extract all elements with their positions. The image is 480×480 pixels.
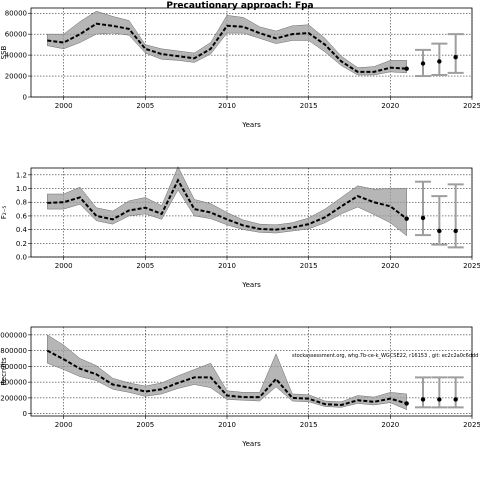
y-tick-label: 800000 bbox=[0, 347, 27, 355]
y-tick-label: 0.2 bbox=[16, 240, 27, 248]
x-axis-title: Years bbox=[241, 440, 261, 448]
x-tick-label: 2005 bbox=[136, 102, 154, 110]
estimate-line bbox=[46, 349, 407, 406]
confidence-band bbox=[47, 334, 407, 411]
y-tick-label: 40000 bbox=[5, 52, 27, 60]
panel-1: 2000 2005 2010 2015 2020 2025 0 20000 40000 60000… bbox=[0, 7, 480, 129]
projection-point bbox=[437, 397, 442, 402]
y-tick-label: 0.6 bbox=[16, 212, 28, 220]
last-estimate-point bbox=[404, 66, 409, 71]
y-axis-title: F₂₋₅ bbox=[0, 206, 8, 220]
y-tick-label: 60000 bbox=[5, 31, 27, 39]
projection-point bbox=[453, 228, 458, 234]
panel-3: 2000 2005 2010 2015 2020 2025 0 200000 400000 600… bbox=[0, 326, 480, 448]
y-axis-title: Recruits bbox=[0, 357, 8, 386]
x-tick-label: 2005 bbox=[136, 262, 154, 270]
x-tick-label: 2010 bbox=[218, 102, 236, 110]
projection-point bbox=[420, 397, 426, 402]
chart-panels: 2000 2005 2010 2015 2020 20250200004000060000… bbox=[0, 7, 480, 448]
x-tick-label: 2025 bbox=[463, 421, 480, 429]
x-tick-label: 2015 bbox=[300, 421, 318, 429]
y-tick-label: 1.2 bbox=[16, 171, 27, 179]
y-tick-label: 80000 bbox=[5, 10, 27, 18]
projection-point bbox=[437, 228, 442, 234]
y-tick-label: 0.8 bbox=[16, 199, 27, 207]
plot-frame bbox=[30, 326, 473, 417]
footnote-annotation: stockassessment.org, whg.7b-ce-k_WGCSE22… bbox=[292, 353, 478, 359]
x-tick-label: 2025 bbox=[463, 102, 480, 110]
x-tick-label: 2020 bbox=[381, 421, 399, 429]
x-tick-label: 2025 bbox=[463, 262, 480, 270]
x-tick-label: 2015 bbox=[300, 102, 318, 110]
x-tick-label: 2015 bbox=[300, 262, 318, 270]
x-axis-title: Years bbox=[241, 281, 261, 289]
x-tick-label: 2020 bbox=[381, 262, 399, 270]
last-estimate-point bbox=[404, 401, 409, 406]
estimate-line bbox=[47, 178, 408, 231]
x-tick-label: 2020 bbox=[381, 102, 399, 110]
x-axis-title: Years bbox=[241, 121, 261, 129]
chart-title: Precautionary approach: Fpa bbox=[166, 1, 313, 11]
x-tick-label: 2000 bbox=[55, 421, 73, 429]
y-tick-label: 20000 bbox=[5, 73, 27, 81]
x-tick-label: 2000 bbox=[55, 262, 73, 270]
projection-point bbox=[420, 61, 426, 66]
x-tick-label: 2005 bbox=[136, 421, 154, 429]
x-tick-label: 2000 bbox=[55, 102, 73, 110]
x-tick-label: 2010 bbox=[218, 262, 236, 270]
y-tick-label: 1.0 bbox=[16, 185, 27, 193]
plot-frame bbox=[30, 167, 473, 258]
projection-point bbox=[437, 59, 442, 64]
confidence-band bbox=[47, 10, 407, 76]
plot-frame bbox=[30, 7, 473, 98]
projection-point bbox=[420, 215, 426, 221]
panel-2: 2000 2005 2010 2015 2020 2025 0.0 0.2 0.4 0.6 0.8 1… bbox=[0, 166, 480, 289]
y-tick-label: 0 bbox=[23, 94, 27, 102]
y-axis-title: SSB bbox=[0, 45, 8, 59]
projection-point bbox=[453, 397, 458, 402]
y-tick-label: 200000 bbox=[0, 394, 27, 402]
y-tick-label: 0.4 bbox=[16, 226, 28, 234]
projection-point bbox=[453, 55, 458, 60]
y-tick-label: 1000000 bbox=[0, 331, 27, 339]
estimate-line bbox=[47, 22, 407, 73]
y-tick-label: 600000 bbox=[0, 363, 27, 371]
x-tick-label: 2010 bbox=[218, 421, 236, 429]
y-tick-label: 0.0 bbox=[16, 254, 27, 262]
y-tick-label: 0 bbox=[23, 410, 27, 418]
confidence-band bbox=[47, 166, 407, 237]
last-estimate-point bbox=[404, 216, 409, 221]
y-tick-label: 400000 bbox=[0, 379, 27, 387]
